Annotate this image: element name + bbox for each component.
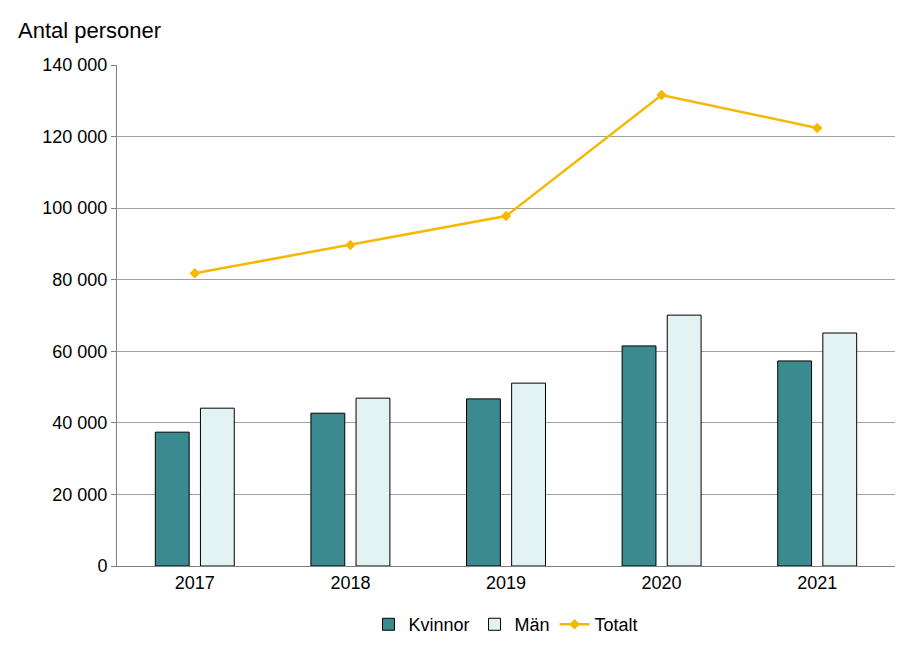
svg-text:Kvinnor: Kvinnor — [409, 615, 470, 635]
svg-text:120 000: 120 000 — [42, 127, 107, 147]
svg-text:Antal personer: Antal personer — [18, 18, 161, 43]
svg-text:0: 0 — [97, 556, 107, 576]
svg-text:80 000: 80 000 — [52, 270, 107, 290]
svg-text:20 000: 20 000 — [52, 485, 107, 505]
svg-text:100 000: 100 000 — [42, 198, 107, 218]
svg-text:2018: 2018 — [330, 573, 370, 593]
svg-text:2020: 2020 — [642, 573, 682, 593]
svg-text:Män: Män — [515, 615, 550, 635]
svg-text:Totalt: Totalt — [595, 615, 638, 635]
svg-text:2017: 2017 — [175, 573, 215, 593]
svg-text:140 000: 140 000 — [42, 55, 107, 75]
svg-text:40 000: 40 000 — [52, 413, 107, 433]
svg-text:2019: 2019 — [486, 573, 526, 593]
svg-text:2021: 2021 — [797, 573, 837, 593]
svg-text:60 000: 60 000 — [52, 342, 107, 362]
